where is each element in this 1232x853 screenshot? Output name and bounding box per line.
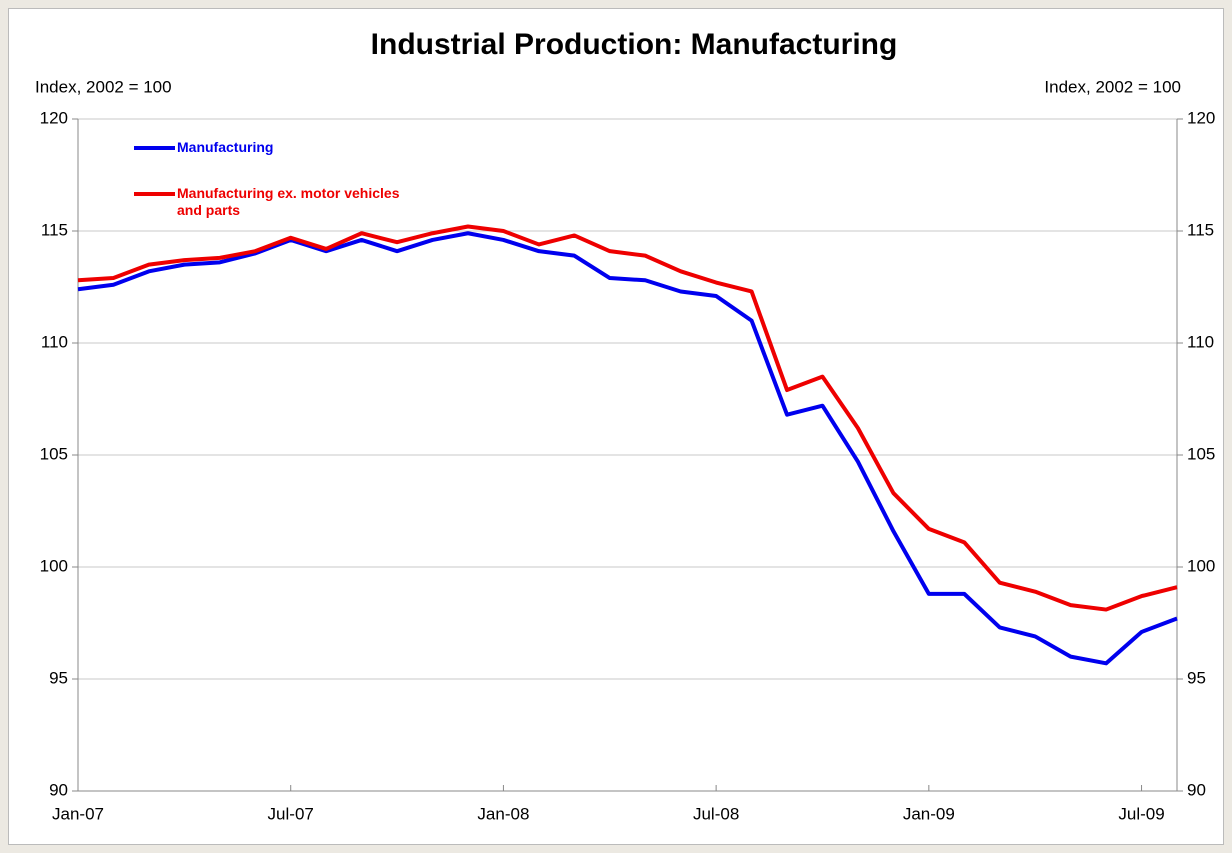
x-tick-label: Jan-08	[477, 804, 529, 823]
x-tick-label: Jul-09	[1118, 804, 1164, 823]
y-tick-label: 100	[40, 556, 68, 575]
chart-title: Industrial Production: Manufacturing	[371, 28, 898, 61]
y-tick-label: 95	[49, 668, 68, 687]
y-tick-label: 90	[49, 780, 68, 799]
y2-tick-label: 105	[1187, 444, 1215, 463]
y2-tick-label: 115	[1187, 220, 1214, 239]
y-axis-label: Index, 2002 = 100	[35, 77, 172, 96]
y-tick-label: 115	[41, 220, 68, 239]
y-tick-label: 120	[40, 108, 68, 127]
legend-label: Manufacturing	[177, 139, 274, 155]
chart: Industrial Production: Manufacturing Ind…	[35, 28, 1215, 824]
y2-axis-label: Index, 2002 = 100	[1044, 77, 1181, 96]
x-tick-label: Jul-07	[268, 804, 314, 823]
series-line	[77, 224, 1178, 612]
series-line	[77, 231, 1178, 666]
y2-tick-label: 110	[1187, 332, 1214, 351]
y2-tick-label: 95	[1187, 668, 1206, 687]
y-tick-label: 110	[41, 332, 68, 351]
x-tick-label: Jan-09	[903, 804, 955, 823]
legend-label: Manufacturing ex. motor vehicles and par…	[177, 185, 400, 218]
chart-frame: Industrial Production: Manufacturing Ind…	[8, 8, 1224, 845]
x-tick-label: Jul-08	[693, 804, 739, 823]
x-tick-label: Jan-07	[52, 804, 104, 823]
y2-tick-label: 90	[1187, 780, 1206, 799]
y2-tick-label: 100	[1187, 556, 1215, 575]
y-tick-label: 105	[40, 444, 68, 463]
y2-tick-label: 120	[1187, 108, 1215, 127]
